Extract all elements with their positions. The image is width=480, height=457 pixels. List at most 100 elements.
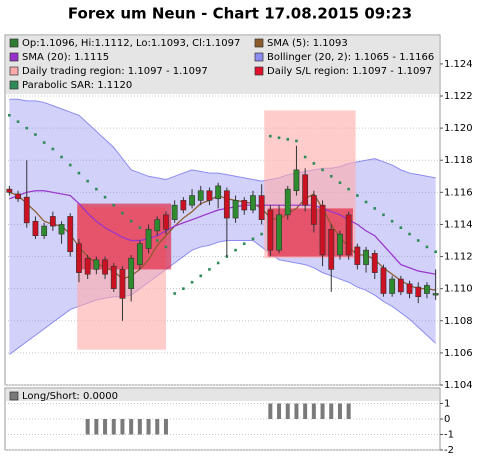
sar-dot xyxy=(303,155,307,159)
sar-dot xyxy=(260,232,263,236)
y-tick-label: 1.106 xyxy=(444,348,473,359)
chart-title: Forex um Neun - Chart 17.08.2015 09:23 xyxy=(68,5,412,23)
bar xyxy=(129,419,134,435)
legend-swatch xyxy=(9,80,19,90)
legend-swatch xyxy=(9,66,19,76)
bar xyxy=(163,419,168,435)
sar-dot xyxy=(182,287,185,290)
legend-swatch xyxy=(254,66,264,76)
sar-dot xyxy=(155,239,159,242)
sar-dot xyxy=(34,133,37,136)
legend-label: Daily S/L region: 1.1097 - 1.1097 xyxy=(267,66,432,77)
candle-body xyxy=(241,200,248,211)
y-tick-label: 1.108 xyxy=(444,316,473,327)
indicator-line xyxy=(9,190,436,275)
sar-dot xyxy=(234,248,237,252)
sar-dot xyxy=(216,261,220,265)
sar-dot xyxy=(129,219,133,223)
sar-dot xyxy=(208,268,211,271)
sar-dot xyxy=(173,292,176,295)
candle-body xyxy=(102,259,108,275)
sar-dot xyxy=(8,113,11,117)
legend-swatch xyxy=(254,52,264,62)
bar xyxy=(94,419,99,435)
candle-body xyxy=(32,220,39,236)
bar xyxy=(285,403,290,419)
sar-dot xyxy=(382,213,385,217)
y-tick-label: 1.114 xyxy=(444,219,473,230)
candle-body xyxy=(163,214,169,230)
candle-body xyxy=(397,278,404,293)
sar-dot xyxy=(164,245,168,249)
bar xyxy=(137,419,142,435)
candle-body xyxy=(154,219,161,232)
y-tick-label: 1.112 xyxy=(444,252,473,263)
y-tick-label: 1.104 xyxy=(444,380,473,391)
sar-dot xyxy=(95,187,98,191)
sar-dot xyxy=(434,250,437,254)
candle-body xyxy=(6,188,13,193)
candle-body xyxy=(319,204,326,256)
legend-label: SMA (20): 1.1115 xyxy=(22,52,109,63)
sar-dot xyxy=(390,219,394,223)
bar xyxy=(85,419,90,435)
sar-dot xyxy=(190,280,194,284)
candle-body xyxy=(250,195,256,211)
sar-dot xyxy=(86,179,89,183)
legend-label: Parabolic SAR: 1.1120 xyxy=(22,80,132,91)
sar-dot xyxy=(356,194,359,197)
candle-body xyxy=(432,293,439,296)
candle-body xyxy=(276,214,282,251)
y-tick-label: 1.116 xyxy=(444,187,473,198)
candle-body xyxy=(380,267,387,294)
legend-swatch xyxy=(9,38,19,48)
candle-body xyxy=(76,243,82,273)
candle-body xyxy=(23,196,30,224)
sar-dot xyxy=(399,226,403,229)
candle-body xyxy=(363,249,369,265)
sar-dot xyxy=(242,242,246,246)
candle-body xyxy=(284,188,291,216)
sar-dot xyxy=(16,120,20,123)
sar-dot xyxy=(68,163,72,167)
sar-dot xyxy=(199,274,203,278)
sar-dot xyxy=(269,134,272,138)
candle-body xyxy=(223,190,230,219)
bar xyxy=(337,403,342,419)
candle-body xyxy=(232,200,239,219)
bar xyxy=(155,419,160,435)
candle-body xyxy=(119,269,126,299)
bollinger-upper xyxy=(9,98,436,182)
candle-body xyxy=(267,209,274,251)
sar-dot xyxy=(408,232,411,236)
candle-body xyxy=(15,193,21,200)
candle-body xyxy=(93,259,100,270)
y-tick-label: 0 xyxy=(444,414,450,425)
legend-swatch xyxy=(254,38,264,48)
sar-dot xyxy=(138,226,142,229)
candle-body xyxy=(389,278,396,294)
y-tick-label: -2 xyxy=(444,445,454,456)
candle-body xyxy=(371,253,378,273)
candle-body xyxy=(415,286,422,297)
sar-dot xyxy=(321,168,324,172)
candle-body xyxy=(110,265,117,289)
sar-dot xyxy=(416,239,420,242)
y-tick-label: 1.110 xyxy=(444,284,473,295)
candle-body xyxy=(136,243,143,265)
legend-swatch xyxy=(9,52,19,62)
sar-dot xyxy=(425,245,429,249)
bar xyxy=(329,403,334,419)
legend-background xyxy=(6,389,439,401)
bar xyxy=(320,403,325,419)
bar xyxy=(311,403,316,419)
y-tick-label: 1.120 xyxy=(444,123,473,134)
sar-dot xyxy=(329,174,333,178)
candle-body xyxy=(406,283,413,294)
sar-dot xyxy=(25,126,29,130)
y-tick-label: 1.122 xyxy=(444,91,473,102)
bar xyxy=(103,419,108,435)
candle-body xyxy=(128,257,135,289)
legend-label: Daily trading region: 1.1097 - 1.1097 xyxy=(22,66,208,77)
